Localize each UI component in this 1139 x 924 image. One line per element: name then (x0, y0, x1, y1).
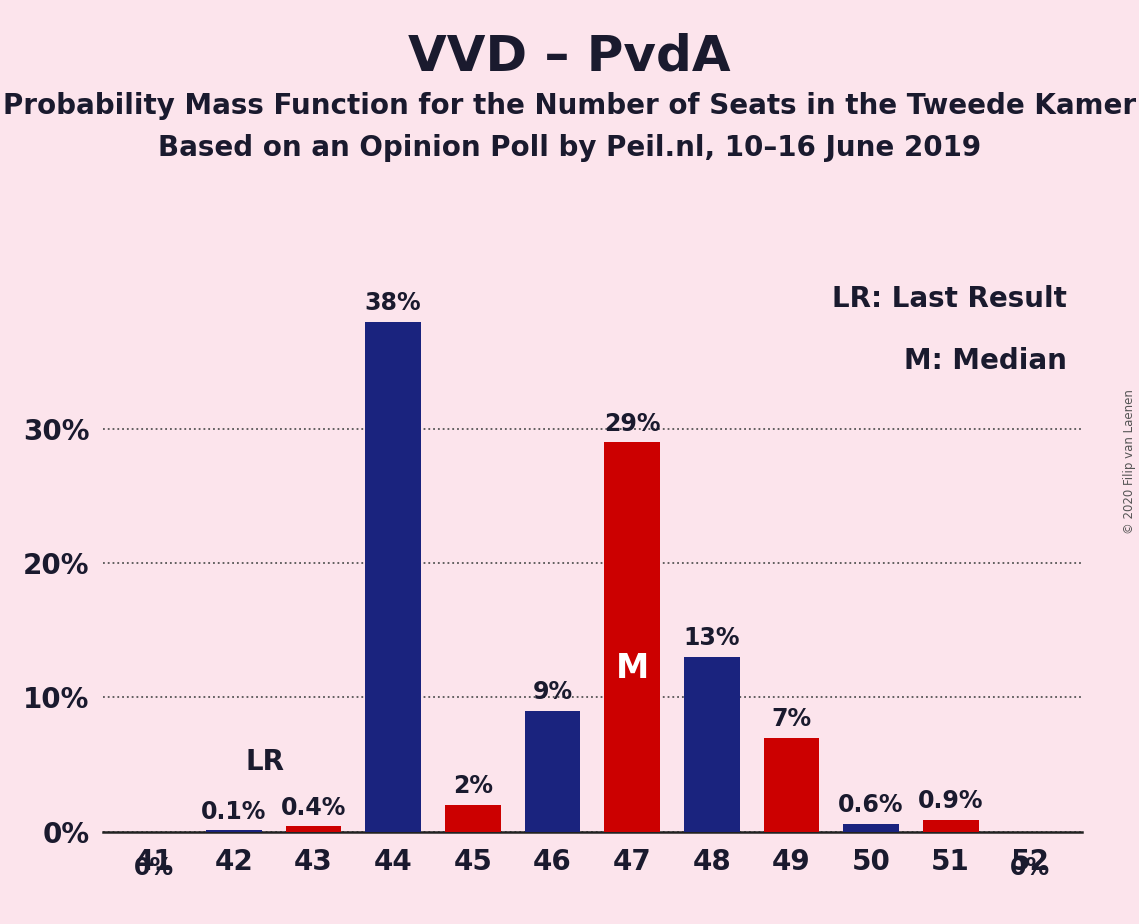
Bar (366, 322, 421, 832)
Text: M: M (615, 651, 649, 685)
Bar (604, 443, 659, 832)
Text: 13%: 13% (683, 626, 740, 650)
Bar (206, 831, 262, 832)
Bar (763, 737, 819, 832)
Text: © 2020 Filip van Laenen: © 2020 Filip van Laenen (1123, 390, 1136, 534)
Bar (286, 826, 342, 832)
Text: 9%: 9% (532, 680, 573, 704)
Text: 0%: 0% (134, 856, 174, 880)
Bar (843, 823, 899, 832)
Text: 0.1%: 0.1% (202, 799, 267, 823)
Text: 29%: 29% (604, 412, 661, 436)
Text: 0.4%: 0.4% (281, 796, 346, 820)
Bar (525, 711, 581, 832)
Text: 0%: 0% (1010, 856, 1050, 880)
Text: Probability Mass Function for the Number of Seats in the Tweede Kamer: Probability Mass Function for the Number… (3, 92, 1136, 120)
Text: 0.6%: 0.6% (838, 793, 903, 817)
Text: VVD – PvdA: VVD – PvdA (408, 32, 731, 80)
Text: Based on an Opinion Poll by Peil.nl, 10–16 June 2019: Based on an Opinion Poll by Peil.nl, 10–… (158, 134, 981, 162)
Text: 38%: 38% (364, 291, 421, 315)
Bar (445, 805, 501, 832)
Text: 0.9%: 0.9% (918, 789, 983, 813)
Text: 7%: 7% (771, 707, 811, 731)
Text: LR: Last Result: LR: Last Result (833, 285, 1067, 313)
Text: 2%: 2% (453, 774, 493, 798)
Bar (923, 820, 978, 832)
Bar (683, 657, 739, 832)
Text: LR: LR (246, 748, 285, 776)
Text: M: Median: M: Median (904, 346, 1067, 375)
